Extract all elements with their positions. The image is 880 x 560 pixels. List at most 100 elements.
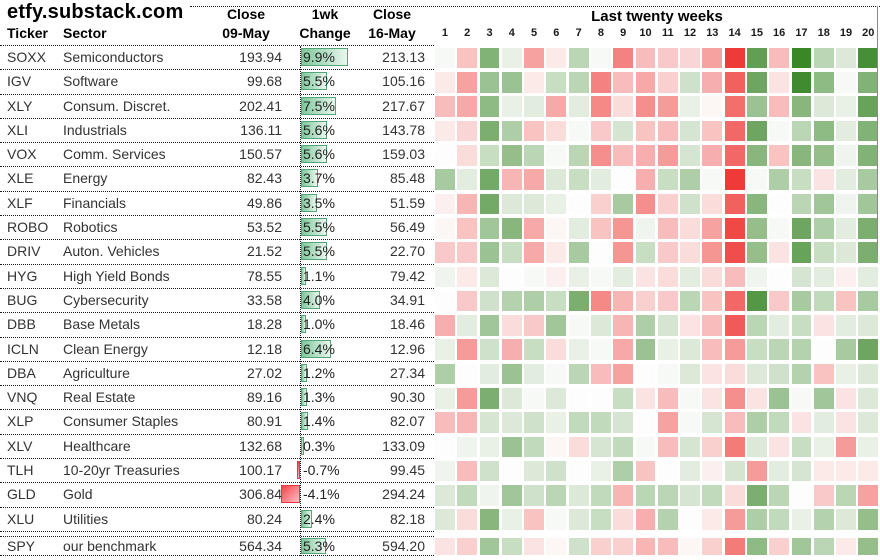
heat-cell bbox=[635, 290, 656, 312]
heat-cell bbox=[791, 509, 812, 531]
heat-cell bbox=[479, 193, 500, 215]
heat-cell bbox=[680, 315, 700, 336]
change-data-bar bbox=[301, 412, 308, 431]
heat-cell bbox=[746, 339, 767, 360]
sector-cell: Real Estate bbox=[63, 389, 136, 406]
heat-cell bbox=[836, 242, 856, 263]
heat-cell bbox=[657, 363, 678, 385]
heat-cell bbox=[479, 537, 500, 556]
heatmap-row-xlp bbox=[435, 410, 880, 434]
heat-cell bbox=[702, 412, 723, 433]
heat-cell bbox=[613, 388, 634, 409]
heat-cell bbox=[524, 145, 545, 166]
heat-cell bbox=[479, 145, 500, 166]
sector-cell: Robotics bbox=[63, 219, 118, 236]
close-now-cell: 27.34 bbox=[389, 364, 425, 381]
change-data-bar bbox=[301, 242, 327, 261]
sector-cell: Industrials bbox=[63, 121, 127, 138]
heat-cell bbox=[501, 509, 522, 531]
heat-cell bbox=[836, 315, 856, 336]
table-row-soxx: SOXX Semiconductors 193.94 9.9% 213.13 bbox=[0, 46, 434, 71]
heat-cell bbox=[479, 412, 500, 433]
close-prev-cell: 132.68 bbox=[239, 437, 282, 454]
close-now-cell: 85.48 bbox=[389, 170, 425, 187]
change-cell: 5.5% bbox=[303, 219, 335, 236]
heat-cell bbox=[813, 120, 834, 142]
close-prev-cell: 18.28 bbox=[246, 316, 282, 333]
heat-cell bbox=[858, 388, 879, 409]
heat-cell bbox=[479, 120, 500, 142]
close-now-cell: 51.59 bbox=[389, 194, 425, 211]
heat-cell bbox=[568, 217, 589, 239]
table-row-xlv: XLV Healthcare 132.68 0.3% 133.09 bbox=[0, 435, 434, 460]
heat-cell bbox=[791, 460, 812, 482]
heat-cell bbox=[524, 509, 545, 531]
change-column-dotted-divider bbox=[300, 46, 301, 556]
heat-cell bbox=[479, 339, 500, 360]
heatmap-row-xle bbox=[435, 167, 880, 191]
heat-cell bbox=[791, 363, 812, 385]
heat-cell bbox=[746, 120, 767, 142]
week-label: 20 bbox=[862, 27, 875, 39]
heat-cell bbox=[724, 217, 745, 239]
heat-cell bbox=[791, 145, 812, 166]
close-now-cell: 12.96 bbox=[389, 340, 425, 357]
heat-cell bbox=[546, 47, 567, 69]
heat-cell bbox=[836, 217, 856, 239]
heat-cell bbox=[435, 193, 455, 215]
heat-cell bbox=[457, 537, 478, 556]
heat-cell bbox=[635, 537, 656, 556]
heat-cell bbox=[590, 315, 611, 336]
heat-cell bbox=[680, 537, 700, 556]
heat-cell bbox=[435, 96, 455, 118]
heat-cell bbox=[524, 363, 545, 385]
change-cell: 1.3% bbox=[303, 389, 335, 406]
top-dotted-line bbox=[190, 6, 880, 7]
heat-cell bbox=[435, 169, 455, 190]
heatmap-row-bug bbox=[435, 289, 880, 313]
heat-cell bbox=[635, 339, 656, 360]
heat-cell bbox=[524, 47, 545, 69]
heat-cell bbox=[524, 388, 545, 409]
heat-cell bbox=[568, 96, 589, 118]
close-prev-cell: 27.02 bbox=[246, 364, 282, 381]
heat-cell bbox=[501, 169, 522, 190]
heat-cell bbox=[613, 47, 634, 69]
close-now-cell: 18.46 bbox=[389, 316, 425, 333]
table-row-dbb: DBB Base Metals 18.28 1.0% 18.46 bbox=[0, 313, 434, 338]
heat-cell bbox=[858, 537, 879, 556]
week-label: 6 bbox=[553, 27, 560, 39]
heat-cell bbox=[524, 436, 545, 458]
heat-cell bbox=[635, 145, 656, 166]
heat-cell bbox=[702, 509, 723, 531]
heat-cell bbox=[568, 315, 589, 336]
sector-cell: Clean Energy bbox=[63, 340, 148, 357]
heat-cell bbox=[858, 509, 879, 531]
heat-cell bbox=[635, 485, 656, 506]
heat-cell bbox=[479, 290, 500, 312]
heat-cell bbox=[746, 266, 767, 288]
heat-cell bbox=[680, 242, 700, 263]
heat-cell bbox=[702, 169, 723, 190]
heat-cell bbox=[568, 412, 589, 433]
heat-cell bbox=[590, 509, 611, 531]
sector-cell: High Yield Bonds bbox=[63, 267, 170, 284]
close-prev-cell: 12.18 bbox=[246, 340, 282, 357]
heat-cell bbox=[791, 388, 812, 409]
heat-cell bbox=[457, 388, 478, 409]
heat-cell bbox=[524, 217, 545, 239]
heat-cell bbox=[568, 509, 589, 531]
heat-cell bbox=[702, 47, 723, 69]
heat-cell bbox=[858, 485, 879, 506]
heat-cell bbox=[568, 72, 589, 93]
change-cell: 9.9% bbox=[303, 49, 335, 65]
heat-cell bbox=[769, 242, 790, 263]
heat-cell bbox=[813, 485, 834, 506]
heat-cell bbox=[724, 436, 745, 458]
table-row-driv: DRIV Auton. Vehicles 21.52 5.5% 22.70 bbox=[0, 240, 434, 265]
close-now-cell: 294.24 bbox=[382, 486, 425, 503]
ticker-cell: DBA bbox=[7, 364, 36, 381]
heat-cell bbox=[746, 290, 767, 312]
week-label: 12 bbox=[683, 27, 697, 39]
close-prev-cell: 100.17 bbox=[239, 462, 282, 479]
